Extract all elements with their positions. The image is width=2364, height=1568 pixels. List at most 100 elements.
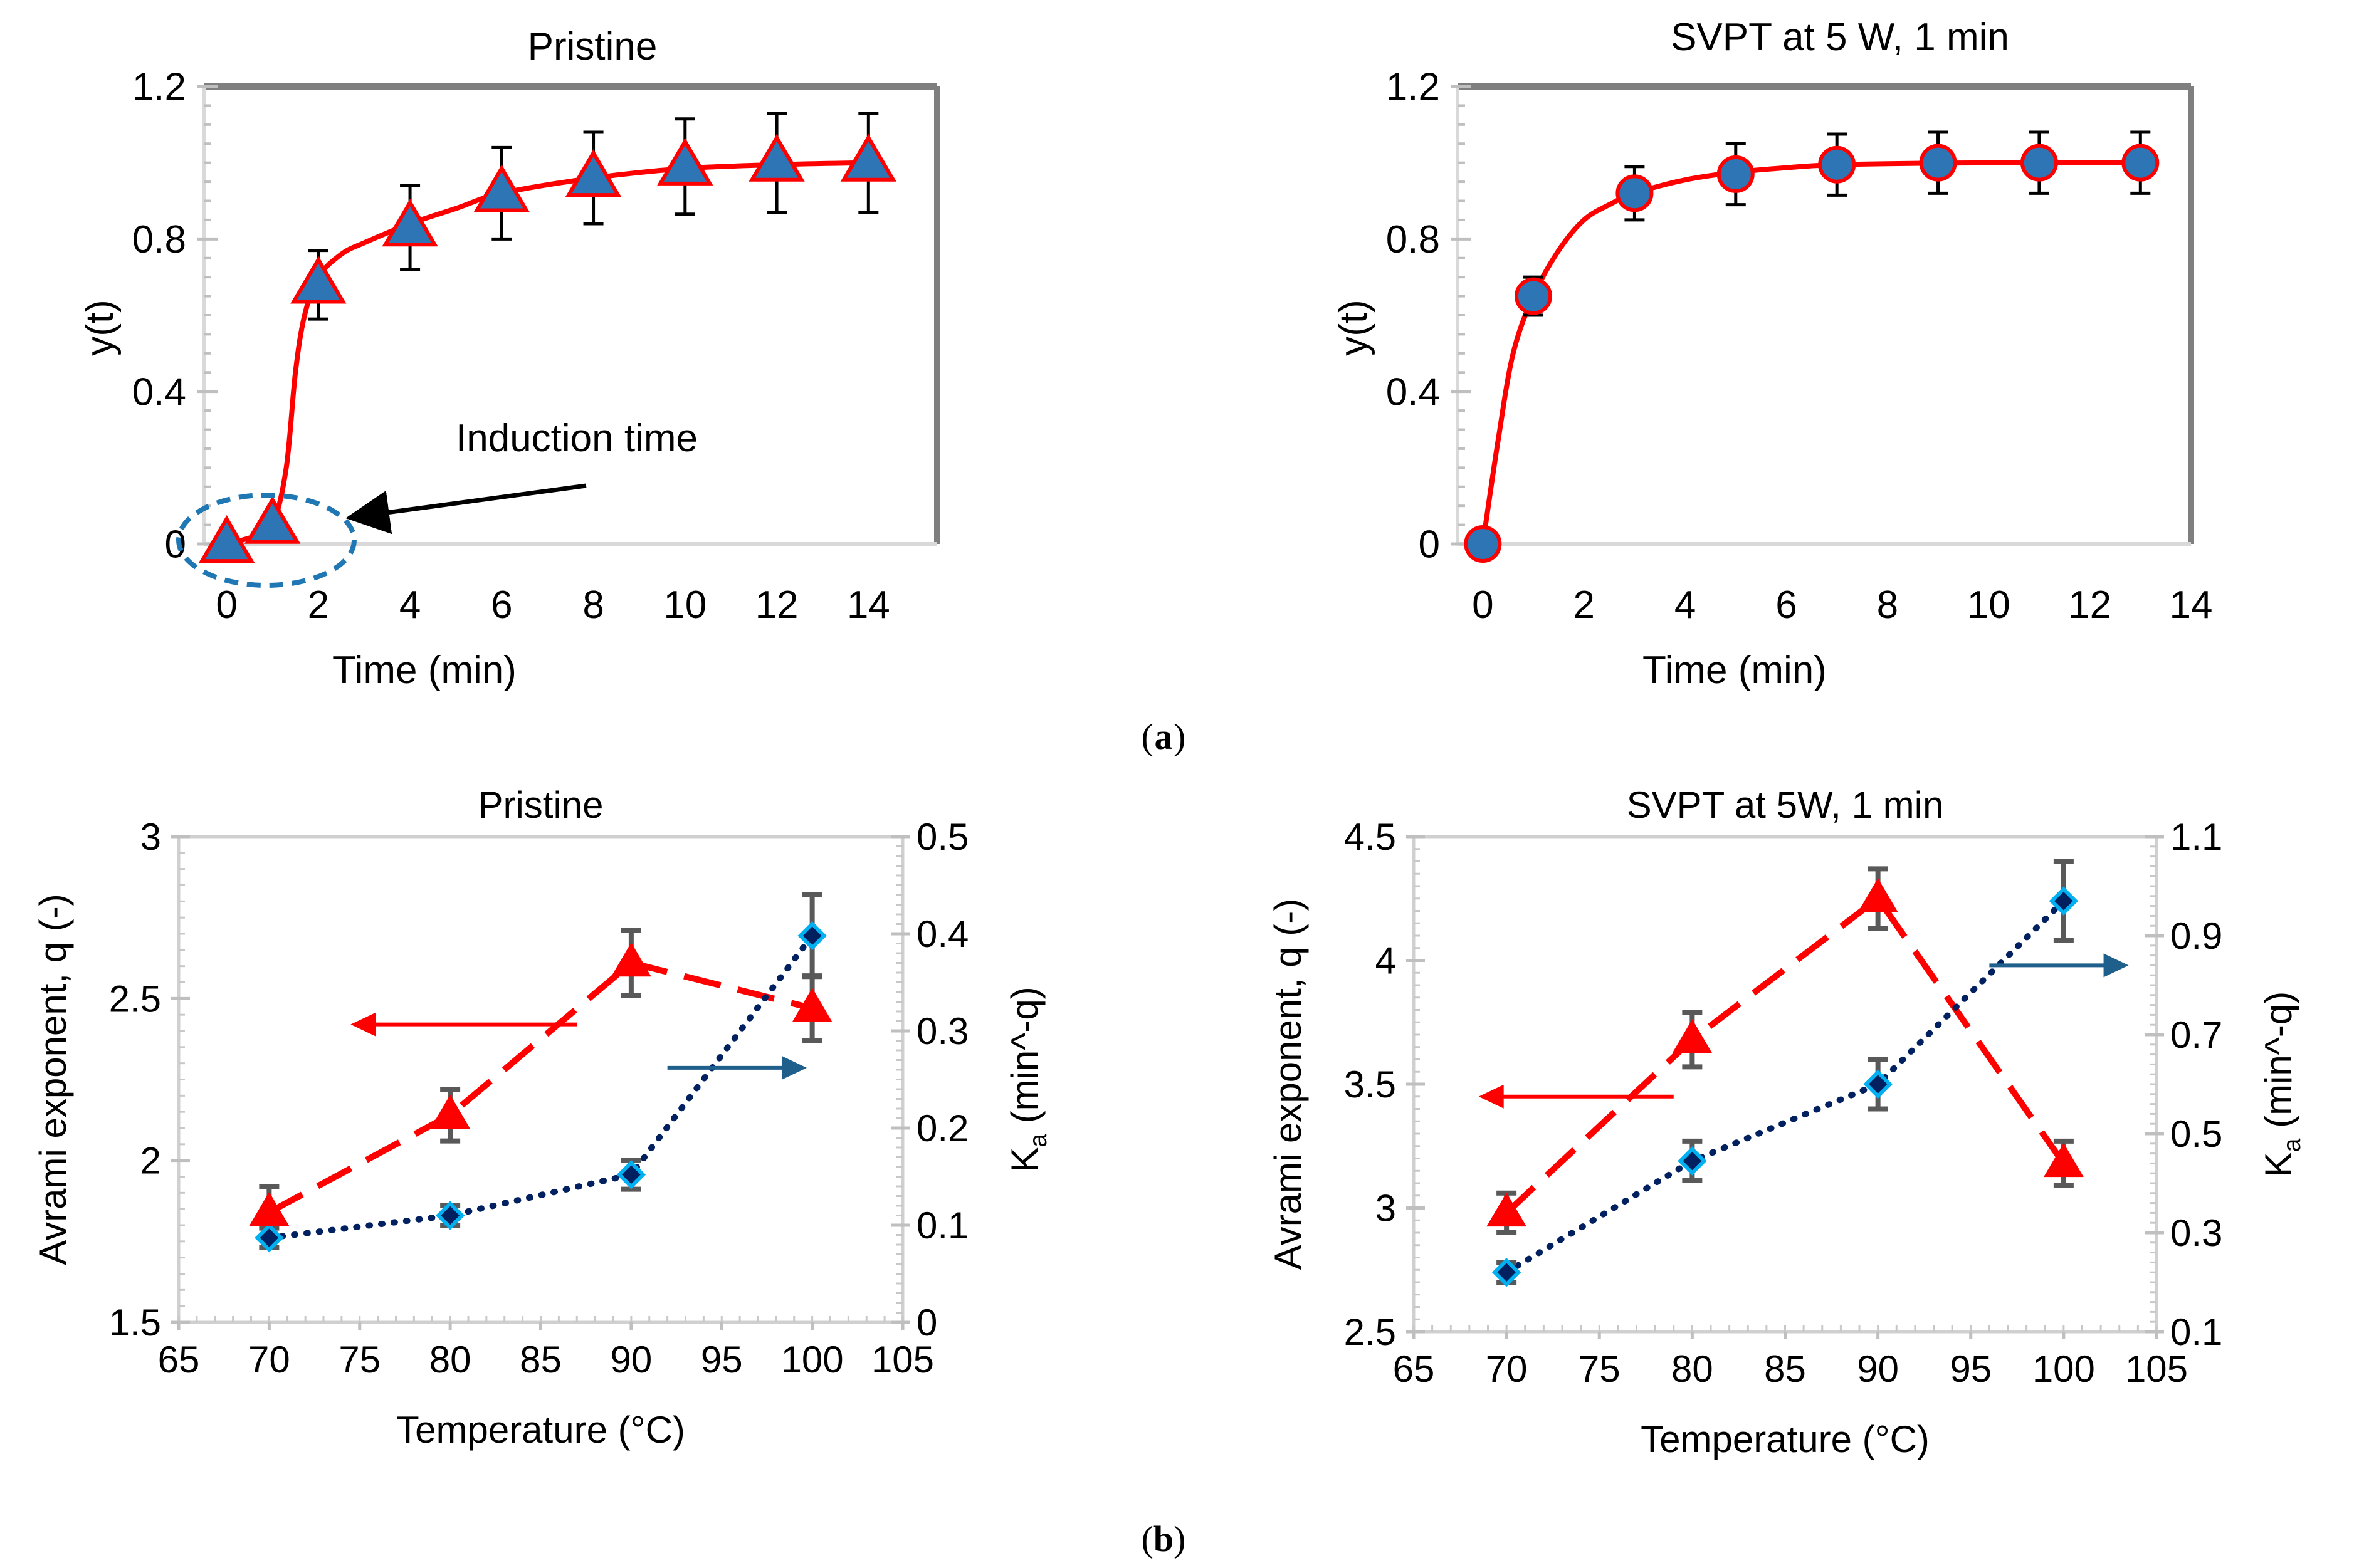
x-tick-label: 14: [2170, 583, 2213, 627]
x-tick-label: 100: [781, 1339, 844, 1381]
y-tick-label: 0.8: [1386, 218, 1440, 261]
x-tick-label: 12: [2068, 583, 2111, 627]
x-tick-label: 8: [1877, 583, 1898, 627]
data-point-circle: [2121, 144, 2160, 182]
y2-axis-label-sub: a: [2279, 1138, 2306, 1152]
y2-axis-label-unit: (min^-q): [2257, 991, 2299, 1139]
x-axis-label: Time (min): [1642, 649, 1827, 692]
x-tick-label: 75: [1579, 1348, 1621, 1390]
chart-title: Pristine: [528, 25, 658, 68]
y2-tick-label: 0.3: [2170, 1212, 2222, 1254]
panel-label-b-text: b: [1153, 1518, 1174, 1559]
chart-title: SVPT at 5 W, 1 min: [1671, 16, 2009, 59]
x-tick-label: 65: [1393, 1348, 1435, 1390]
chart-title: Pristine: [478, 784, 603, 826]
x-tick-label: 12: [755, 583, 799, 627]
y2-tick-label: 0.1: [917, 1205, 969, 1247]
x-tick-label: 6: [491, 583, 512, 627]
y2-axis-label: Ka (min^-q): [1004, 986, 1052, 1173]
x-tick-label: 10: [663, 583, 707, 627]
y-tick-label: 3.5: [1344, 1064, 1396, 1105]
data-point-triangle: [290, 256, 347, 304]
chart-pristine-avrami: 1.5 2 2.5 3 0 0.1 0.2 0.3 0.4 0.5 65 70 75 80 85 90 95 10…: [32, 784, 1052, 1451]
series-q-line: [268, 959, 813, 1215]
panel-label-b: ( b ): [1142, 1518, 1186, 1559]
y2-axis-label-sub: a: [1025, 1134, 1052, 1147]
svg-text:): ): [1174, 716, 1185, 757]
data-point-q: [249, 1191, 290, 1226]
y-axis-label: y(t): [1332, 300, 1375, 356]
data-point-q: [430, 1094, 471, 1129]
induction-time-annotation: Induction time: [176, 417, 698, 588]
series-ka-line: [1503, 897, 2067, 1276]
y-tick-label: 2: [140, 1140, 161, 1182]
x-tick-label: 80: [429, 1339, 471, 1381]
axis-arrow-head: [1478, 1084, 1504, 1109]
data-point-triangle: [382, 199, 438, 247]
x-tick-label: 70: [248, 1339, 290, 1381]
y-tick-label: 0.4: [132, 370, 186, 414]
axis-arrow-head: [2103, 953, 2129, 978]
y-tick-label: 0: [1419, 523, 1440, 567]
data-point-triangle: [749, 133, 805, 182]
y-tick-label: 2.5: [1344, 1311, 1396, 1353]
x-tick-label: 8: [582, 583, 604, 627]
y-tick-label: 4: [1375, 940, 1396, 982]
chart-pristine-yt: 0 0.4 0.8 1.2 0 2 4 6 8 10 12 14 Time (min) y(t) Prist…: [78, 25, 940, 692]
data-point-q: [792, 988, 833, 1022]
x-tick-label: 95: [701, 1339, 743, 1381]
x-tick-label: 95: [1950, 1348, 1992, 1390]
y2-tick-label: 0.2: [917, 1107, 969, 1149]
fit-curve: [1480, 160, 2141, 545]
data-point-triangle: [840, 133, 896, 182]
y-tick-label: 1.2: [1386, 66, 1440, 109]
series-q-line: [1504, 894, 2066, 1216]
x-tick-label: 0: [216, 583, 237, 627]
data-point-triangle: [198, 515, 255, 563]
x-tick-label: 10: [1967, 583, 2010, 627]
y2-tick-label: 0.5: [2170, 1113, 2222, 1155]
y-tick-label: 0: [165, 523, 186, 567]
svg-text:(: (: [1142, 1518, 1153, 1559]
y-tick-label: 3: [1375, 1188, 1396, 1230]
data-point-ka: [1863, 1069, 1893, 1099]
data-point-circle: [1716, 155, 1755, 193]
y2-axis-label: Ka (min^-q): [2257, 991, 2306, 1178]
y2-axis-label-unit: (min^-q): [1004, 986, 1046, 1134]
data-point-ka: [797, 921, 827, 951]
x-tick-label: 100: [2032, 1348, 2095, 1390]
data-point-circle: [1615, 174, 1654, 212]
y-tick-label: 1.5: [109, 1302, 161, 1344]
x-tick-label: 80: [1671, 1348, 1713, 1390]
data-point-ka: [2049, 886, 2079, 916]
x-tick-label: 0: [1472, 583, 1493, 627]
data-point-circle: [1818, 145, 1856, 184]
induction-time-ellipse: [176, 493, 357, 588]
x-axis-label: Time (min): [332, 649, 517, 692]
x-axis-label: Temperature (°C): [1641, 1418, 1930, 1460]
y-axis-label: Avrami exponent, q (-): [32, 894, 74, 1265]
y-tick-label: 1.2: [132, 66, 186, 109]
axis-arrow-head: [350, 1012, 376, 1037]
data-point-circle: [1515, 277, 1553, 315]
data-point-triangle: [473, 164, 530, 212]
y-tick-label: 0.4: [1386, 370, 1440, 414]
x-tick-label: 70: [1486, 1348, 1528, 1390]
x-tick-label: 65: [158, 1339, 200, 1381]
x-tick-label: 90: [1857, 1348, 1899, 1390]
induction-time-label: Induction time: [456, 417, 698, 460]
data-point-triangle: [565, 149, 622, 197]
chart-svpt-yt: 0 0.4 0.8 1.2 0 2 4 6 8 10 12 14 Time (min) y(t) SVPT …: [1332, 16, 2212, 692]
chart-svpt-avrami: 2.5 3 3.5 4 4.5 0.1 0.3 0.5 0.7 0.9 1.1 65 70 75 80 85 9…: [1267, 784, 2306, 1460]
y2-tick-label: 0.4: [917, 913, 969, 955]
y-tick-label: 3: [140, 816, 161, 858]
x-tick-label: 85: [1764, 1348, 1806, 1390]
data-point-q: [1486, 1192, 1527, 1227]
data-point-ka: [616, 1160, 646, 1189]
y-tick-label: 4.5: [1344, 816, 1396, 858]
chart-title: SVPT at 5W, 1 min: [1627, 784, 1944, 826]
data-point-q: [611, 942, 651, 977]
x-axis-label: Temperature (°C): [396, 1409, 685, 1451]
plot-frame: [1412, 835, 2158, 1334]
